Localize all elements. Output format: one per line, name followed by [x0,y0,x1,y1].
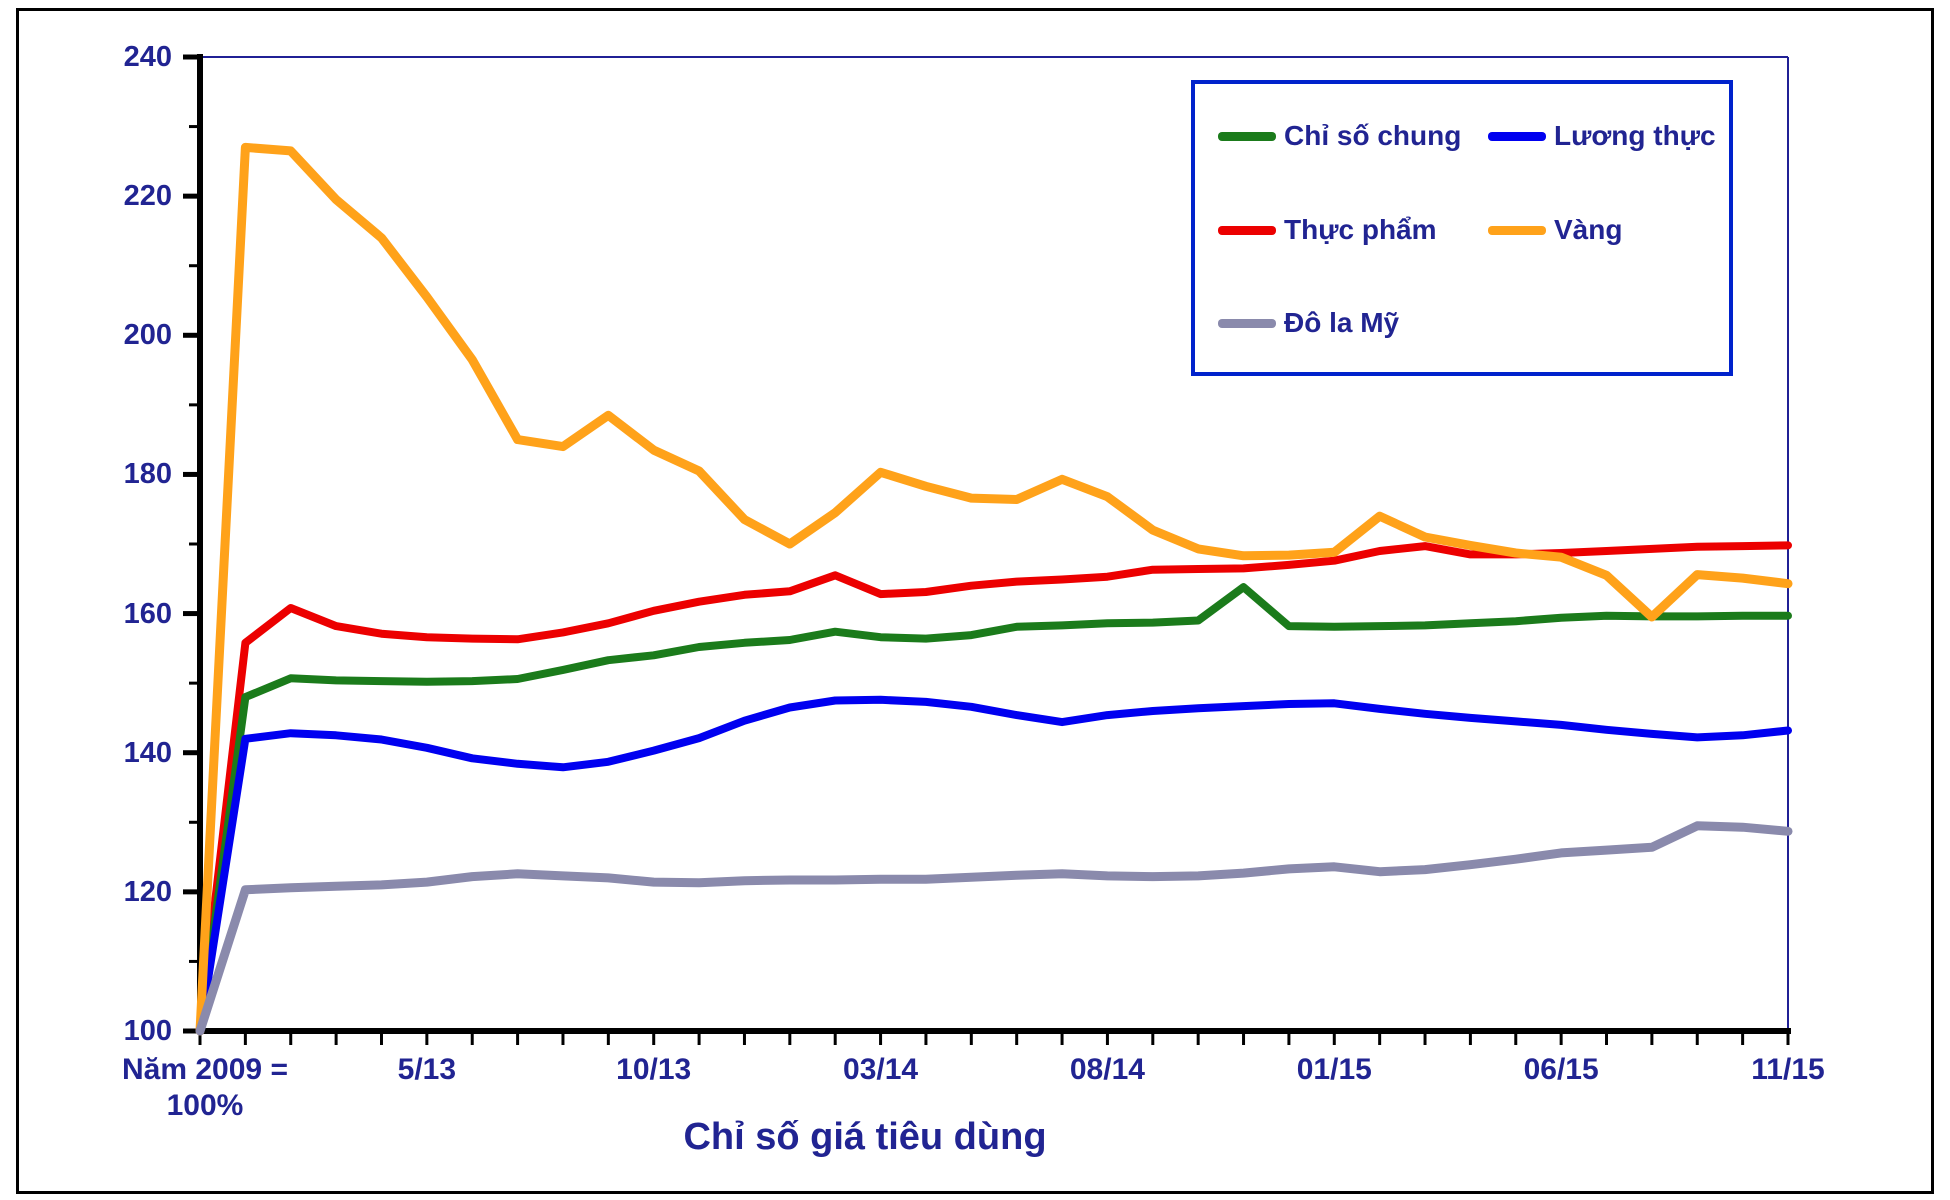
x-tick-label: 03/14 [843,1053,919,1086]
legend-item-vang: Vàng [1488,210,1622,250]
legend-label: Chỉ số chung [1284,120,1462,151]
y-tick-label: 220 [123,180,172,213]
legend-item-do-la-my: Đô la Mỹ [1218,303,1399,343]
green-line-swatch [1218,131,1276,141]
x-tick-label: Năm 2009 = 100% [122,1053,288,1122]
y-tick-label: 240 [123,41,172,73]
gray-line-swatch [1218,318,1276,328]
legend-label: Vàng [1554,214,1623,245]
x-tick-label: 08/14 [1069,1053,1145,1086]
x-tick-label: 11/15 [1751,1053,1825,1086]
legend-label: Đô la Mỹ [1284,307,1400,338]
orange-line-swatch [1488,225,1546,235]
red-line-swatch [1218,225,1276,235]
x-tick-label: 10/13 [616,1053,692,1086]
x-tick-label: 01/15 [1296,1053,1372,1086]
y-tick-label: 180 [123,458,172,491]
legend-box: Chỉ số chung Lương thực Thực phẩm Vàng Đ… [1191,80,1733,376]
y-tick-label: 120 [123,875,172,908]
y-tick-label: 160 [123,597,172,630]
x-tick-label: 5/13 [397,1053,457,1086]
legend-item-luong-thuc: Lương thực [1488,116,1716,156]
legend-label: Thực phẩm [1284,214,1437,245]
chart-title: Chỉ số giá tiêu dùng [683,1116,1047,1158]
y-tick-label: 100 [123,1015,172,1047]
x-tick-label: 06/15 [1523,1053,1599,1086]
legend-label: Lương thực [1554,120,1716,151]
legend-item-chi-so-chung: Chỉ số chung [1218,116,1461,156]
blue-line-swatch [1488,131,1546,141]
y-tick-label: 140 [123,736,172,769]
legend-item-thuc-pham: Thực phẩm [1218,210,1437,250]
y-tick-label: 200 [123,319,172,352]
